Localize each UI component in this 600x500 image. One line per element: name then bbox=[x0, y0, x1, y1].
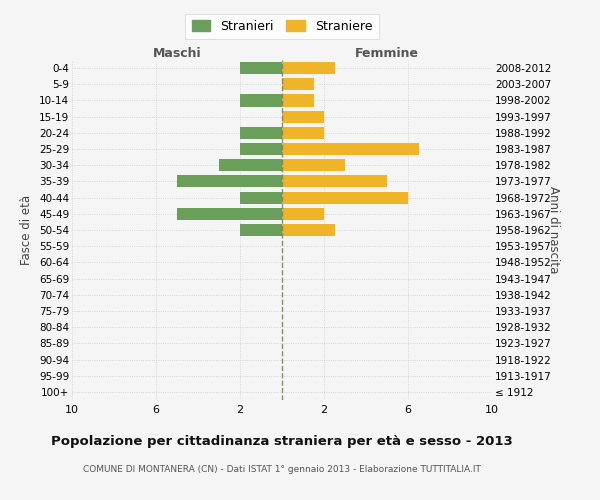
Bar bbox=[282, 159, 345, 172]
Text: Popolazione per cittadinanza straniera per età e sesso - 2013: Popolazione per cittadinanza straniera p… bbox=[51, 435, 513, 448]
Y-axis label: Anni di nascita: Anni di nascita bbox=[547, 186, 560, 274]
Bar bbox=[282, 127, 324, 139]
Bar bbox=[240, 192, 282, 203]
Bar bbox=[282, 78, 314, 90]
Y-axis label: Fasce di età: Fasce di età bbox=[20, 195, 34, 265]
Text: COMUNE DI MONTANERA (CN) - Dati ISTAT 1° gennaio 2013 - Elaborazione TUTTITALIA.: COMUNE DI MONTANERA (CN) - Dati ISTAT 1°… bbox=[83, 465, 481, 474]
Bar bbox=[282, 110, 324, 122]
Bar bbox=[282, 94, 314, 106]
Bar bbox=[240, 94, 282, 106]
Legend: Stranieri, Straniere: Stranieri, Straniere bbox=[185, 14, 379, 40]
Text: Maschi: Maschi bbox=[152, 47, 202, 60]
Bar bbox=[282, 176, 387, 188]
Bar bbox=[282, 192, 408, 203]
Bar bbox=[177, 208, 282, 220]
Bar bbox=[240, 62, 282, 74]
Bar bbox=[219, 159, 282, 172]
Bar bbox=[240, 143, 282, 155]
Bar bbox=[240, 224, 282, 236]
Text: Femmine: Femmine bbox=[355, 47, 419, 60]
Bar bbox=[177, 176, 282, 188]
Bar bbox=[240, 127, 282, 139]
Bar bbox=[282, 143, 419, 155]
Bar bbox=[282, 62, 335, 74]
Bar bbox=[282, 224, 335, 236]
Bar bbox=[282, 208, 324, 220]
